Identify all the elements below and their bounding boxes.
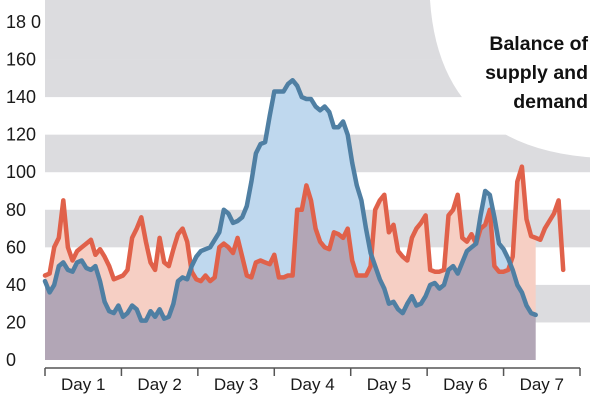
y-axis: 0 20 40 60 80 100 120 140 160 18 0 [6,12,41,370]
supply-excess-area [45,166,536,321]
x-tick-label: Day 4 [290,375,334,394]
y-tick-label: 18 0 [6,12,41,32]
overlap-area [45,185,536,360]
chart-title-line-3: demand [513,91,588,113]
y-tick-label: 100 [6,162,36,182]
chart-title-line-2: supply and [485,62,588,84]
series-line-blue [42,77,538,323]
x-tick-label: Day 1 [61,375,105,394]
x-tick-label: Day 7 [520,375,564,394]
title-corner-cutout [430,0,600,158]
y-tick-label: 40 [6,275,26,295]
chart-title: Balance of supply and demand [428,30,588,117]
x-tick-label: Day 5 [367,375,411,394]
chart-title-line-1: Balance of [489,33,588,55]
y-tick-label: 140 [6,87,36,107]
demand-excess-area [45,80,536,321]
y-tick-label: 0 [6,350,16,370]
y-tick-label: 60 [6,237,26,257]
area-fills [45,80,536,360]
y-tick-label: 80 [6,200,26,220]
series-lines [42,77,566,323]
x-tick-label: Day 2 [137,375,181,394]
x-tick-label: Day 6 [443,375,487,394]
x-axis: Day 1 Day 2 Day 3 Day 4 Day 5 Day 6 Day 7 [44,367,581,394]
y-tick-label: 120 [6,125,36,145]
y-tick-label: 160 [6,50,36,70]
y-tick-label: 20 [6,312,26,332]
x-tick-label: Day 3 [214,375,258,394]
